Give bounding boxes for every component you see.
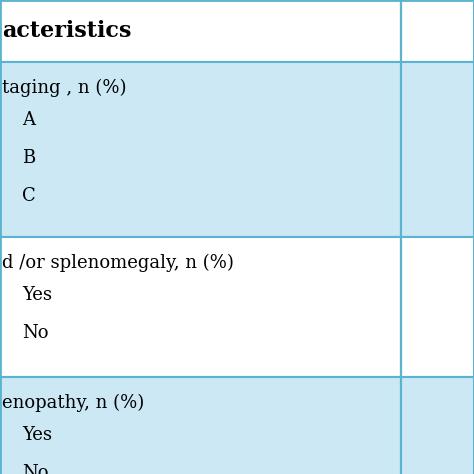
Text: B: B: [22, 149, 35, 167]
Text: No: No: [22, 324, 48, 342]
Bar: [0, 62, 401, 237]
Text: taging , n (%): taging , n (%): [2, 79, 127, 97]
Text: Yes: Yes: [22, 286, 52, 304]
Bar: [401, 377, 474, 474]
Text: acteristics: acteristics: [2, 20, 131, 42]
Text: enopathy, n (%): enopathy, n (%): [2, 394, 144, 412]
Bar: [401, 0, 474, 62]
Bar: [401, 62, 474, 237]
Text: Yes: Yes: [22, 426, 52, 444]
Bar: [0, 0, 401, 62]
Bar: [0, 237, 401, 377]
Text: A: A: [22, 111, 35, 129]
Bar: [0, 377, 401, 474]
Bar: [401, 237, 474, 377]
Text: d /or splenomegaly, n (%): d /or splenomegaly, n (%): [2, 254, 234, 272]
Text: No: No: [22, 465, 48, 474]
Text: C: C: [22, 187, 36, 205]
